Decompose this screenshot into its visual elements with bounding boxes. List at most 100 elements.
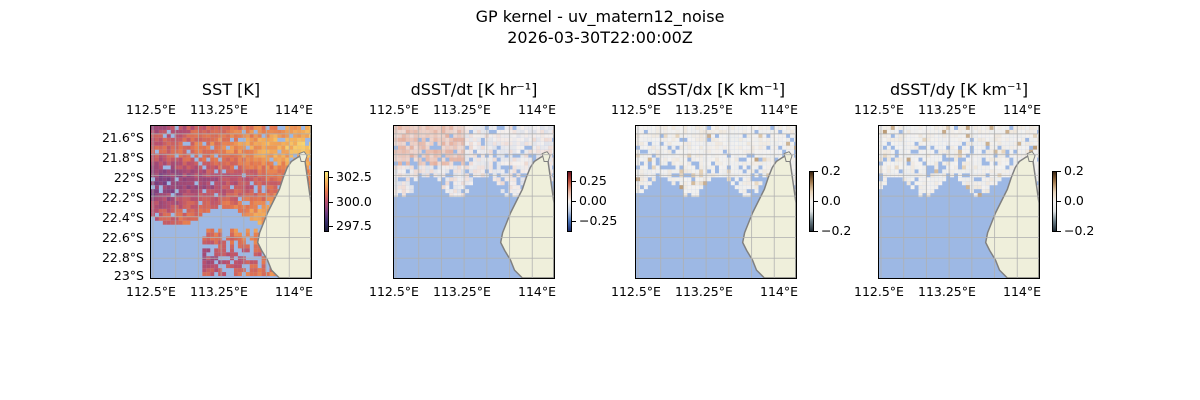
data-cell (202, 185, 207, 190)
data-cell (237, 126, 242, 130)
data-cell (265, 129, 270, 134)
data-cell (683, 126, 688, 130)
data-cell (762, 126, 767, 130)
data-cell (1001, 141, 1006, 146)
data-cell (1021, 153, 1026, 158)
data-cell (210, 236, 215, 241)
data-cell (461, 129, 466, 134)
data-cell (257, 126, 262, 130)
data-cell (226, 197, 231, 202)
data-cell (1009, 149, 1014, 154)
data-cell (413, 133, 418, 138)
data-cell (532, 137, 537, 142)
data-cell (253, 216, 258, 221)
data-cell (253, 161, 258, 166)
data-cell (520, 141, 525, 146)
data-cell (461, 165, 466, 170)
data-cell (520, 169, 525, 174)
data-cell (218, 149, 223, 154)
data-cell (309, 153, 311, 158)
data-cell (973, 129, 978, 134)
data-cell (520, 157, 525, 162)
data-cell (500, 157, 505, 162)
data-cell (174, 197, 179, 202)
data-cell (433, 157, 438, 162)
data-cell (222, 181, 227, 186)
data-cell (202, 272, 207, 277)
data-cell (687, 133, 692, 138)
data-cell (257, 149, 262, 154)
data-cell (222, 248, 227, 253)
data-cell (309, 185, 311, 190)
data-cell (257, 193, 262, 198)
data-cell (170, 208, 175, 213)
data-cell (222, 141, 227, 146)
data-cell (245, 149, 250, 154)
data-cell (643, 169, 648, 174)
data-cell (265, 208, 270, 213)
data-cell (309, 126, 311, 130)
data-cell (162, 189, 167, 194)
data-cell (190, 157, 195, 162)
data-cell (186, 169, 191, 174)
data-cell (421, 145, 426, 150)
data-cell (429, 149, 434, 154)
data-cell (253, 126, 258, 130)
data-cell (679, 133, 684, 138)
data-cell (237, 161, 242, 166)
bottom-lon-tick: 112.5°E (369, 284, 419, 299)
data-cell (445, 161, 450, 166)
data-cell (528, 129, 533, 134)
data-cell (158, 212, 163, 217)
data-cell (178, 212, 183, 217)
data-cell (457, 165, 462, 170)
data-cell (679, 181, 684, 186)
data-cell (906, 165, 911, 170)
data-cell (222, 240, 227, 245)
data-cell (750, 165, 755, 170)
data-cell (257, 268, 262, 273)
data-cell (782, 133, 787, 138)
data-cell (249, 165, 254, 170)
data-cell (647, 133, 652, 138)
data-cell (166, 208, 171, 213)
data-cell (707, 133, 712, 138)
data-cell (170, 220, 175, 225)
data-cell (536, 149, 541, 154)
data-cell (918, 169, 923, 174)
data-cell (520, 181, 525, 186)
data-cell (421, 129, 426, 134)
data-cell (958, 126, 962, 130)
data-cell (237, 201, 242, 205)
data-cell (190, 137, 195, 142)
data-cell (1009, 141, 1014, 146)
data-cell (210, 137, 215, 142)
data-cell (985, 126, 990, 130)
data-cell (918, 126, 923, 130)
bottom-lon-tick: 114°E (275, 284, 314, 299)
data-cell (961, 137, 966, 142)
data-cell (401, 189, 406, 194)
data-cell (886, 129, 891, 134)
data-cell (441, 161, 446, 166)
data-cell (540, 149, 545, 154)
data-cell (285, 153, 290, 158)
data-cell (186, 165, 191, 170)
data-cell (257, 216, 262, 221)
data-cell (249, 169, 254, 174)
data-cell (691, 126, 696, 130)
data-cell (1021, 137, 1026, 142)
data-cell (639, 133, 644, 138)
data-cell (421, 126, 426, 130)
data-cell (643, 165, 648, 170)
data-cell (453, 189, 458, 194)
data-cell (1013, 129, 1018, 134)
data-cell (946, 129, 951, 134)
data-cell (910, 177, 915, 182)
data-cell (269, 193, 274, 198)
data-cell (734, 126, 739, 130)
data-cell (273, 193, 278, 198)
data-cell (770, 149, 775, 154)
data-cell (269, 169, 274, 174)
data-cell (520, 177, 525, 182)
